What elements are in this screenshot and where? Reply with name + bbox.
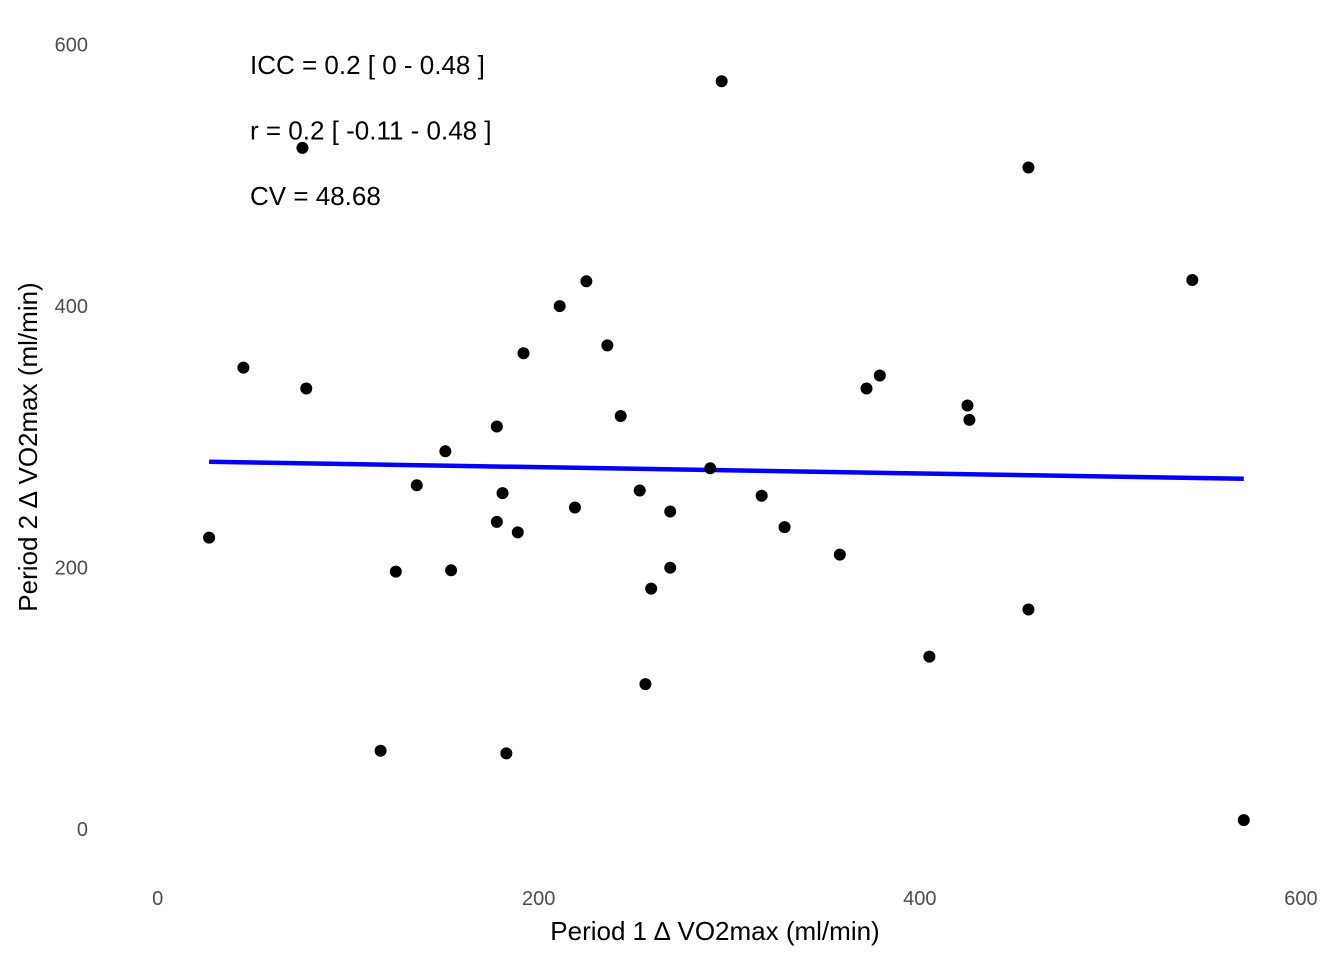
data-point [553,300,566,313]
data-point [500,747,513,760]
data-point [601,339,614,352]
regression-line [209,459,1244,482]
data-point [511,526,524,539]
stat-annotation: CV = 48.68 [250,181,381,211]
data-point [923,650,936,663]
data-point [203,531,216,544]
x-axis-title: Period 1 ∆ VO2max (ml/min) [550,916,879,946]
x-tick-labels: 0 200 400 600 [152,888,1318,910]
data-point [296,141,309,154]
data-point [833,548,846,561]
data-point [664,505,677,518]
data-point [633,484,646,497]
stat-annotation: ICC = 0.2 [ 0 - 0.48 ] [250,50,485,80]
data-point [445,564,458,577]
data-point [300,382,313,395]
data-point [963,413,976,426]
data-point [664,561,677,574]
x-tick-label: 600 [1284,888,1317,910]
data-point [961,399,974,412]
x-tick-label: 0 [152,888,163,910]
data-point [517,347,530,360]
data-point [639,678,652,691]
data-point [490,515,503,528]
data-point [1186,274,1199,286]
data-point [778,521,791,534]
data-point [374,744,387,757]
data-points [203,75,1250,827]
data-point [496,487,509,500]
y-tick-label: 400 [55,296,88,318]
data-point [704,462,717,475]
annotations: ICC = 0.2 [ 0 - 0.48 ] r = 0.2 [ -0.11 - … [250,50,492,211]
data-point [580,275,593,288]
data-point [1022,161,1035,174]
y-axis-title: Period 2 ∆ VO2max (ml/min) [13,282,43,611]
data-point [873,369,886,382]
y-tick-label: 0 [77,819,88,841]
data-point [389,565,402,578]
data-point [490,420,503,433]
x-tick-label: 200 [522,888,555,910]
data-point [715,75,728,88]
y-tick-label: 200 [55,558,88,580]
data-point [237,361,250,374]
data-point [1237,814,1250,827]
data-point [439,445,452,458]
data-point [755,489,768,502]
data-point [568,501,581,514]
stat-annotation: r = 0.2 [ -0.11 - 0.48 ] [250,116,492,146]
y-tick-labels: 0 200 400 600 [55,35,88,842]
data-point [860,382,873,395]
data-point [645,582,658,595]
data-point [614,410,627,422]
data-point [410,479,423,492]
data-point [1022,603,1035,616]
y-tick-label: 600 [55,35,88,57]
x-tick-label: 400 [903,888,936,910]
